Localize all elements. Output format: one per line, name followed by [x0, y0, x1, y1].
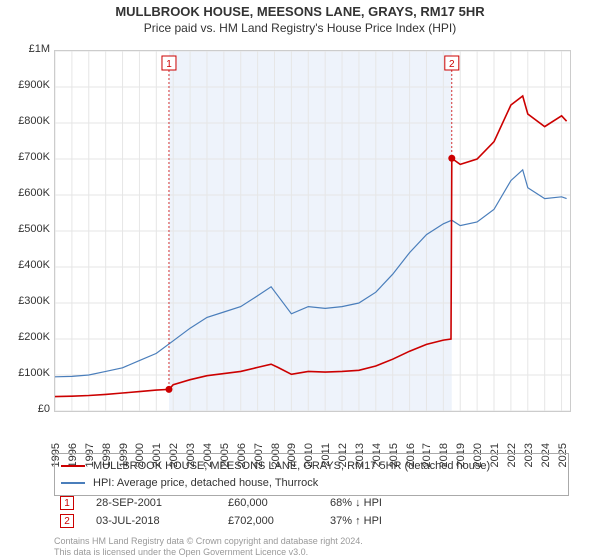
sale-hpi-delta: 68% ↓ HPI [330, 497, 430, 509]
sale-date: 28-SEP-2001 [96, 497, 206, 509]
legend-item: MULLBROOK HOUSE, MEESONS LANE, GRAYS, RM… [61, 458, 562, 475]
legend-swatch [61, 465, 85, 467]
ytick-label: £700K [0, 151, 50, 163]
ytick-label: £800K [0, 115, 50, 127]
legend: MULLBROOK HOUSE, MEESONS LANE, GRAYS, RM… [54, 453, 569, 496]
chart-plot-area: 12 [54, 50, 571, 412]
copyright-line: This data is licensed under the Open Gov… [54, 547, 569, 558]
table-row: 1 28-SEP-2001 £60,000 68% ↓ HPI [54, 494, 569, 512]
table-row: 2 03-JUL-2018 £702,000 37% ↑ HPI [54, 512, 569, 530]
svg-text:1: 1 [166, 59, 172, 70]
ytick-label: £200K [0, 331, 50, 343]
legend-item: HPI: Average price, detached house, Thur… [61, 475, 562, 492]
chart-svg: 12 [55, 51, 570, 411]
ytick-label: £900K [0, 79, 50, 91]
ytick-label: £100K [0, 367, 50, 379]
sale-date: 03-JUL-2018 [96, 515, 206, 527]
ytick-label: £400K [0, 259, 50, 271]
ytick-label: £500K [0, 223, 50, 235]
ytick-label: £300K [0, 295, 50, 307]
copyright-notice: Contains HM Land Registry data © Crown c… [54, 536, 569, 558]
legend-swatch [61, 482, 85, 484]
ytick-label: £0 [0, 403, 50, 415]
sale-price: £702,000 [228, 515, 308, 527]
sale-price: £60,000 [228, 497, 308, 509]
sale-hpi-delta: 37% ↑ HPI [330, 515, 430, 527]
page-title: MULLBROOK HOUSE, MEESONS LANE, GRAYS, RM… [0, 4, 600, 19]
copyright-line: Contains HM Land Registry data © Crown c… [54, 536, 569, 547]
sale-marker-badge: 2 [60, 514, 74, 528]
svg-text:2: 2 [449, 59, 455, 70]
legend-label: HPI: Average price, detached house, Thur… [93, 475, 318, 492]
ytick-label: £600K [0, 187, 50, 199]
sales-table: 1 28-SEP-2001 £60,000 68% ↓ HPI 2 03-JUL… [54, 494, 569, 530]
sale-marker-badge: 1 [60, 496, 74, 510]
legend-label: MULLBROOK HOUSE, MEESONS LANE, GRAYS, RM… [93, 458, 490, 475]
ytick-label: £1M [0, 43, 50, 55]
page-subtitle: Price paid vs. HM Land Registry's House … [0, 21, 600, 35]
